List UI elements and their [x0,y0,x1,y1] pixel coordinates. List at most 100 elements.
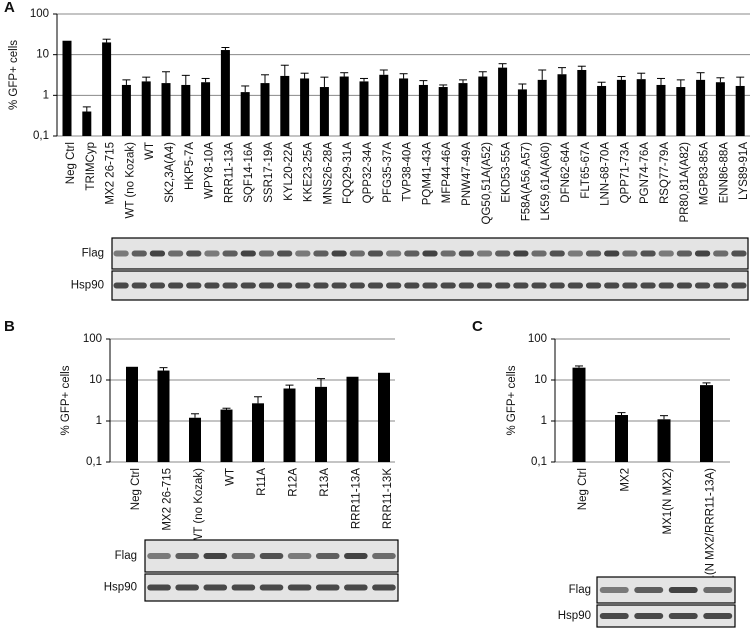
blot-band [259,553,284,559]
blot-label: Hsp90 [558,610,591,622]
blot-band [422,250,438,257]
x-tick-label: LK59,61A(A60) [540,142,552,221]
blot-band [713,250,729,257]
blot-band [258,250,275,257]
bar [378,372,390,462]
bar [62,40,72,136]
blot-band [149,282,166,289]
bar [537,79,547,136]
x-tick-label: FLT65-67A [580,142,592,199]
x-tick-label: KYL20-22A [283,142,295,201]
y-tick-label: 0,1 [33,130,49,142]
blot-band [240,282,256,289]
x-tick-label: EKD53-55A [501,142,513,203]
x-tick-label: MX2 [620,468,632,492]
y-axis-label: % GFP+ cells [506,365,518,435]
bar [346,376,359,462]
blot-band [668,587,698,593]
x-tick-label: QPP32-34A [362,142,374,204]
bar [102,42,112,136]
blot-band [476,282,493,289]
blot-band [440,282,456,289]
bar [379,74,389,136]
bar [82,111,92,136]
blot-label: Flag [82,248,104,260]
bar [517,89,527,136]
blot-band [276,282,293,289]
bar [676,87,686,136]
y-tick-label: 10 [89,374,102,386]
blot-band [386,282,402,289]
bar [577,69,587,136]
blot-band [349,282,365,289]
blot-band [331,250,347,257]
blot-band [531,250,547,257]
blot-band [694,282,711,289]
blot-band [549,250,565,257]
x-tick-label: Neg Ctrl [577,468,589,510]
x-tick-label: RSQ77-79A [659,142,671,204]
blot-band [622,250,638,257]
bar [557,74,567,136]
blot-band [599,613,629,619]
blot-band [276,250,293,257]
x-tick-label: TVP38-40A [402,142,414,202]
blot-band [231,584,256,591]
blot-band [367,282,384,289]
bar [240,92,250,136]
blot-band [585,250,602,257]
x-tick-label: WT [144,142,156,160]
blot-label: Hsp90 [71,280,104,292]
blot-band [513,282,529,289]
x-tick-label: WT (no Kozak) [193,468,205,545]
blot-band [458,282,474,289]
blot-band [495,282,511,289]
blot-band [113,282,129,289]
y-tick-label: 1 [43,89,49,101]
blot-band [186,282,202,289]
blot-band [344,553,368,559]
blot-band [147,584,171,591]
y-tick-label: 100 [30,8,49,20]
x-tick-label: Neg Ctrl [65,142,77,184]
x-tick-label: KKE23-25A [303,142,315,202]
bar [126,366,138,462]
blot-band [315,553,340,559]
bar [696,79,706,136]
bar [657,419,671,462]
bar [715,82,725,136]
blot-band [175,584,199,591]
x-tick-label: R11A [256,468,268,496]
bar [201,82,211,136]
blot-band [287,553,312,559]
bar [359,81,369,136]
bar [636,79,646,136]
blot-band [295,282,311,289]
bar [252,403,264,462]
bar [438,87,448,136]
blot-band [167,250,184,257]
x-tick-label: SSR17-19A [263,142,275,203]
blot-band [658,250,674,257]
panel-label: B [4,318,15,335]
y-tick-label: 10 [534,374,547,386]
blot-band [640,250,656,257]
x-tick-label: PR80,81A(A82) [679,142,691,223]
blot-band [113,250,129,257]
blot-band [313,282,329,289]
blot-band [634,613,664,619]
blot-band [167,282,184,289]
blot-band [315,584,340,591]
blot-band [440,250,456,257]
blot-band [476,250,493,257]
panel-label: A [4,0,15,16]
x-tick-label: Neg Ctrl [130,468,142,510]
bar [141,81,151,136]
bar [283,388,296,462]
x-tick-label: FQQ29-31A [342,142,354,204]
blot-band [240,250,256,257]
blot-band [313,250,329,257]
blot-band [186,250,202,257]
bar [339,76,349,136]
x-tick-label: PNW47-49A [461,142,473,206]
